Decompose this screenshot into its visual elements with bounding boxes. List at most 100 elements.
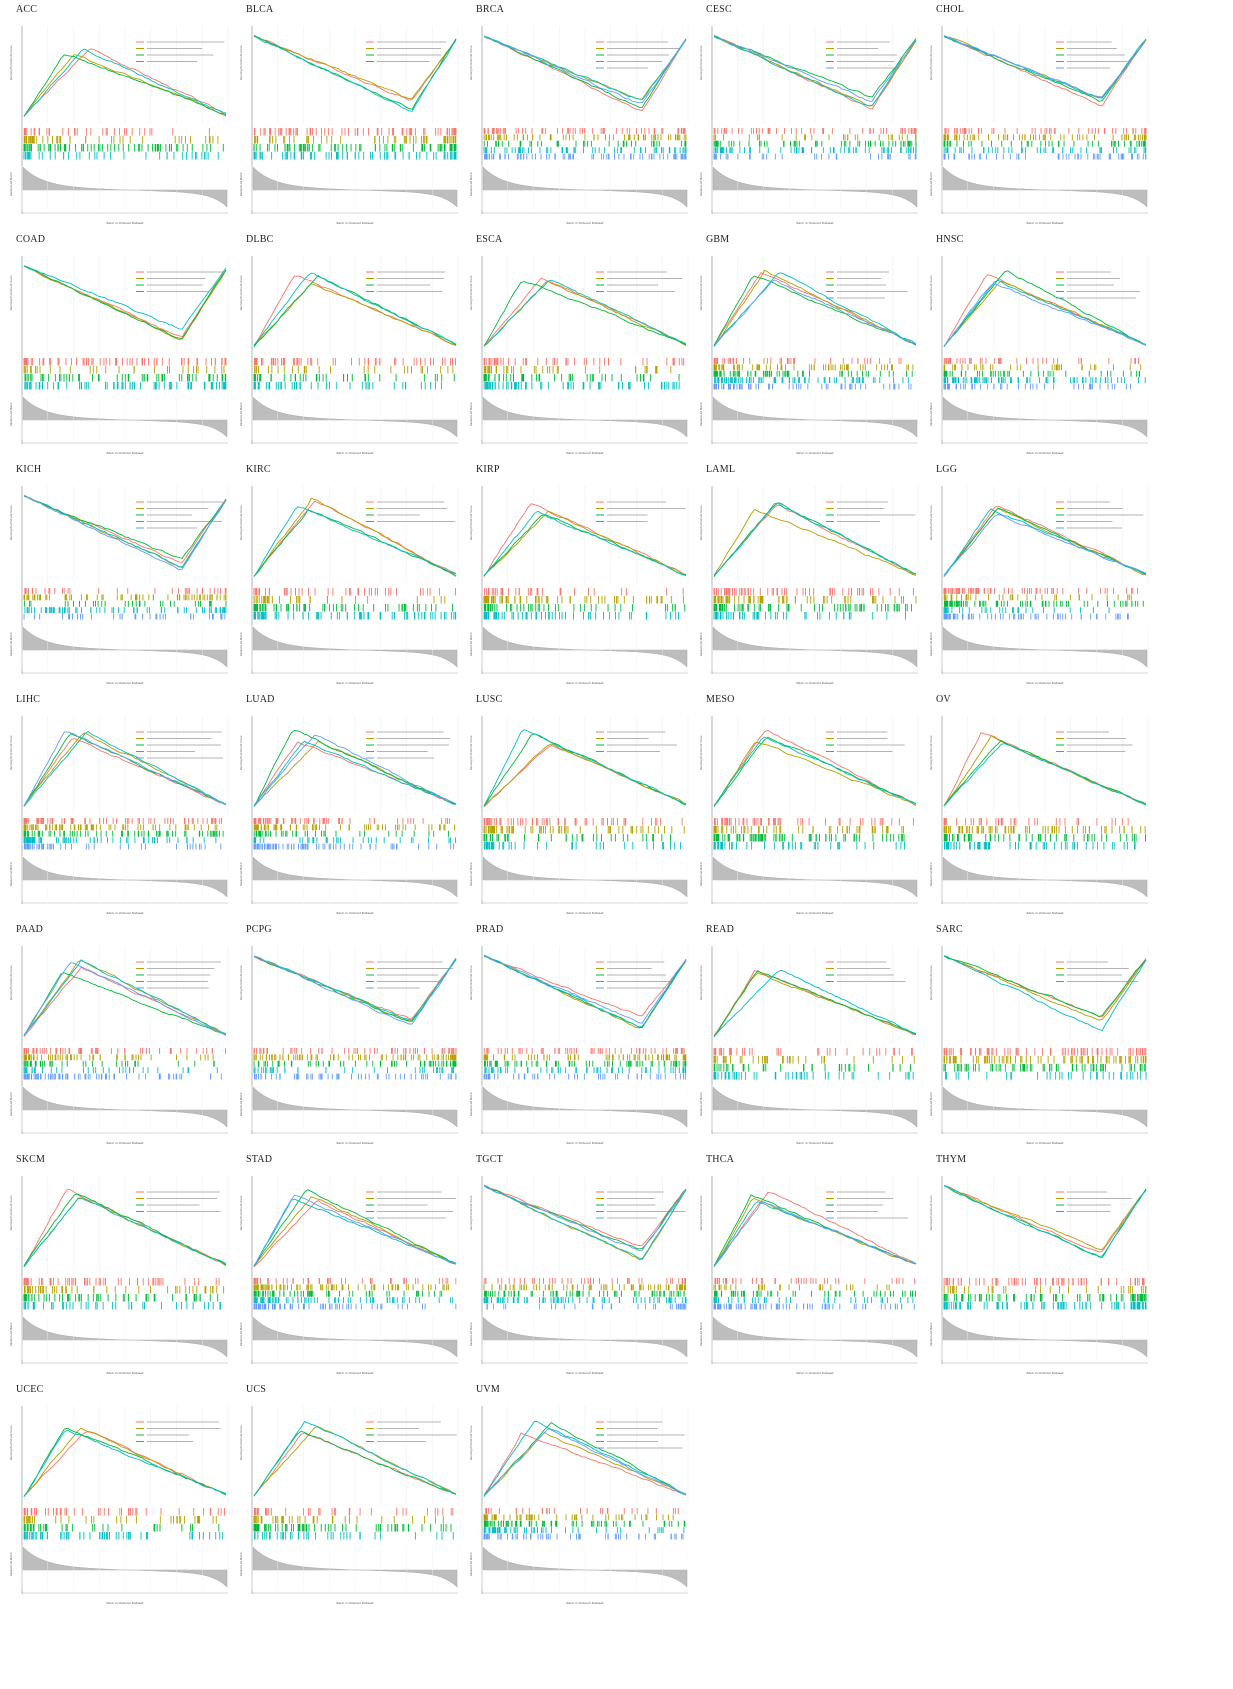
y-axis-label-bottom: Ranked List Metric — [699, 172, 703, 196]
x-axis-label: Rank in Ordered Dataset — [106, 451, 144, 455]
y-axis-label: Running Enrichment Score — [239, 275, 243, 310]
panel-title: COAD — [16, 234, 46, 245]
gsea-panel-hnsc: HNSC Running Enrichment Score Ranked List … — [928, 234, 1164, 460]
gsea-plot: Running Enrichment Score Ranked List Metr… — [9, 486, 229, 685]
gsea-panel-lihc: LIHC Running Enrichment Score Ranked List … — [8, 694, 244, 920]
gsea-plot: Running Enrichment Score Ranked List Metr… — [929, 486, 1149, 685]
x-axis-label: Rank in Ordered Dataset — [796, 221, 834, 225]
panel-title: LGG — [936, 464, 958, 475]
panel-title: BRCA — [476, 4, 505, 15]
panel-title: LUSC — [476, 694, 503, 705]
y-axis-label-bottom: Ranked List Metric — [239, 402, 243, 426]
gsea-panel-blca: BLCA Running Enrichment Score Ranked List … — [238, 4, 474, 230]
gsea-plot: Running Enrichment Score Ranked List Metr… — [239, 256, 459, 455]
gsea-panel-esca: ESCA Running Enrichment Score Ranked List … — [468, 234, 704, 460]
y-axis-label: Running Enrichment Score — [699, 275, 703, 310]
gsea-panel-kirc: KIRC Running Enrichment Score Ranked List … — [238, 464, 474, 690]
enrichment-curve — [253, 734, 457, 807]
enrichment-curve — [23, 54, 227, 117]
gsea-panel-cesc: CESC Running Enrichment Score Ranked List … — [698, 4, 934, 230]
gsea-plot: Running Enrichment Score Ranked List Metr… — [9, 716, 229, 915]
y-axis-label: Running Enrichment Score — [469, 505, 473, 540]
enrichment-curve — [23, 731, 227, 807]
enrichment-curve — [23, 494, 227, 571]
y-axis-label-bottom: Ranked List Metric — [699, 632, 703, 656]
y-axis-label: Running Enrichment Score — [239, 735, 243, 770]
enrichment-curve — [23, 48, 227, 117]
gsea-panel-kirp: KIRP Running Enrichment Score Ranked List … — [468, 464, 704, 690]
x-axis-label: Rank in Ordered Dataset — [106, 911, 144, 915]
y-axis-label-bottom: Ranked List Metric — [469, 632, 473, 656]
x-axis-label: Rank in Ordered Dataset — [336, 681, 374, 685]
panel-title: KIRC — [246, 464, 271, 475]
y-axis-label: Running Enrichment Score — [929, 275, 933, 310]
gsea-panel-chol: CHOL Running Enrichment Score Ranked List … — [928, 4, 1164, 230]
enrichment-curve — [483, 281, 687, 347]
panel-title: CHOL — [936, 4, 965, 15]
enrichment-curve — [713, 279, 917, 347]
enrichment-curve — [943, 283, 1147, 348]
y-axis-label-bottom: Ranked List Metric — [9, 402, 13, 426]
gsea-plot: Running Enrichment Score Ranked List Metr… — [699, 486, 919, 685]
enrichment-curve — [253, 272, 457, 346]
gsea-plot: Running Enrichment Score Ranked List Metr… — [469, 486, 689, 685]
enrichment-curve — [943, 35, 1147, 107]
panel-title: BLCA — [246, 4, 274, 15]
enrichment-curve — [713, 272, 917, 347]
enrichment-curve — [713, 508, 917, 576]
y-axis-label: Running Enrichment Score — [469, 275, 473, 310]
enrichment-curve — [713, 502, 917, 576]
panel-title: LUAD — [246, 694, 275, 705]
x-axis-label: Rank in Ordered Dataset — [1026, 681, 1064, 685]
enrichment-curve — [23, 732, 227, 807]
gsea-panel-kich: KICH Running Enrichment Score Ranked List … — [8, 464, 244, 690]
enrichment-curve — [483, 35, 687, 108]
y-axis-label: Running Enrichment Score — [9, 275, 13, 310]
enrichment-curve — [23, 495, 227, 568]
enrichment-curve — [253, 497, 457, 577]
enrichment-curve — [483, 279, 687, 347]
y-axis-label: Running Enrichment Score — [469, 45, 473, 80]
enrichment-curve — [713, 272, 917, 346]
panel-title: HNSC — [936, 234, 964, 245]
gsea-plot: Running Enrichment Score Ranked List Metr… — [9, 256, 229, 455]
enrichment-curve — [713, 34, 917, 102]
y-axis-label: Running Enrichment Score — [699, 505, 703, 540]
enrichment-curve — [253, 730, 457, 807]
gsea-plot: Running Enrichment Score Ranked List Metr… — [469, 26, 689, 225]
x-axis-label: Rank in Ordered Dataset — [1026, 221, 1064, 225]
y-axis-label: Running Enrichment Score — [9, 505, 13, 540]
enrichment-curve — [943, 270, 1147, 347]
x-axis-label: Rank in Ordered Dataset — [566, 681, 604, 685]
enrichment-curve — [483, 35, 687, 112]
y-axis-label-bottom: Ranked List Metric — [239, 632, 243, 656]
gsea-plot: Running Enrichment Score Ranked List Metr… — [469, 256, 689, 455]
gsea-plot: Running Enrichment Score Ranked List Metr… — [239, 486, 459, 685]
x-axis-label: Rank in Ordered Dataset — [566, 451, 604, 455]
enrichment-curve — [943, 514, 1147, 577]
enrichment-curve — [483, 36, 687, 104]
enrichment-curve — [253, 34, 457, 99]
panel-title: LAML — [706, 464, 736, 475]
enrichment-curve — [483, 514, 687, 576]
x-axis-label: Rank in Ordered Dataset — [106, 221, 144, 225]
panel-title: LIHC — [16, 694, 41, 705]
y-axis-label-bottom: Ranked List Metric — [469, 402, 473, 426]
x-axis-label: Rank in Ordered Dataset — [1026, 451, 1064, 455]
y-axis-label-bottom: Ranked List Metric — [9, 862, 13, 886]
gsea-panel-coad: COAD Running Enrichment Score Ranked List … — [8, 234, 244, 460]
enrichment-curve — [23, 265, 227, 330]
y-axis-label: Running Enrichment Score — [239, 45, 243, 80]
x-axis-label: Rank in Ordered Dataset — [336, 221, 374, 225]
gsea-plot: Running Enrichment Score Ranked List Metr… — [9, 26, 229, 225]
panel-title: GBM — [706, 234, 730, 245]
y-axis-label: Running Enrichment Score — [9, 735, 13, 770]
gsea-plot: Running Enrichment Score Ranked List Metr… — [929, 26, 1149, 225]
y-axis-label-bottom: Ranked List Metric — [929, 632, 933, 656]
x-axis-label: Rank in Ordered Dataset — [106, 681, 144, 685]
y-axis-label: Running Enrichment Score — [929, 45, 933, 80]
panel-title: KIRP — [476, 464, 500, 475]
enrichment-curve — [23, 495, 227, 563]
gsea-panel-lusc: LUSC Running Enrichment Score Ranked List … — [468, 694, 704, 920]
enrichment-curve — [23, 48, 227, 117]
